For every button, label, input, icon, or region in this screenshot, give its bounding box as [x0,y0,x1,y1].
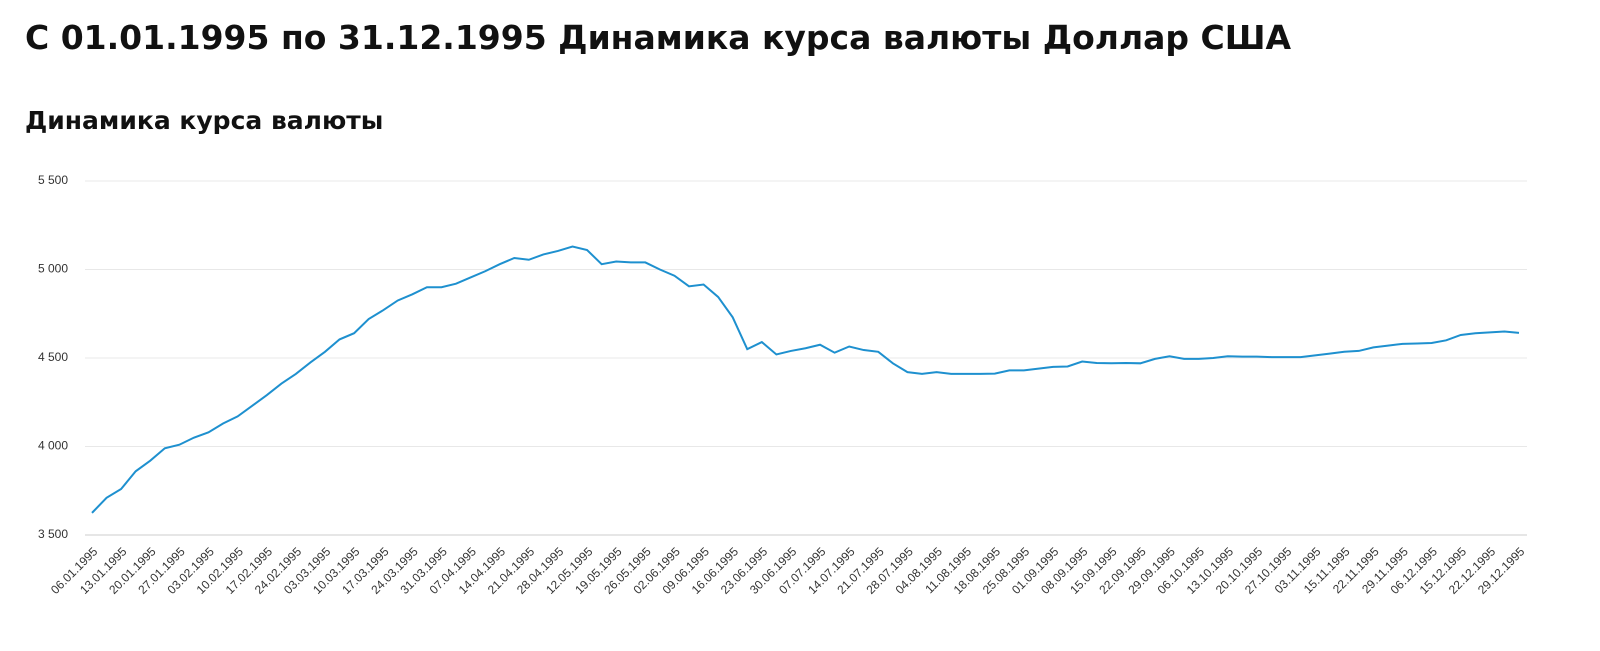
chart-subtitle: Динамика курса валюты [25,106,384,135]
page-title: С 01.01.1995 по 31.12.1995 Динамика курс… [25,18,1292,57]
y-tick-label: 4 500 [38,350,68,364]
y-tick-label: 5 000 [38,262,68,276]
y-tick-label: 4 000 [38,439,68,453]
y-tick-label: 3 500 [38,527,68,541]
line [91,245,1520,514]
y-tick-label: 5 500 [38,173,68,187]
